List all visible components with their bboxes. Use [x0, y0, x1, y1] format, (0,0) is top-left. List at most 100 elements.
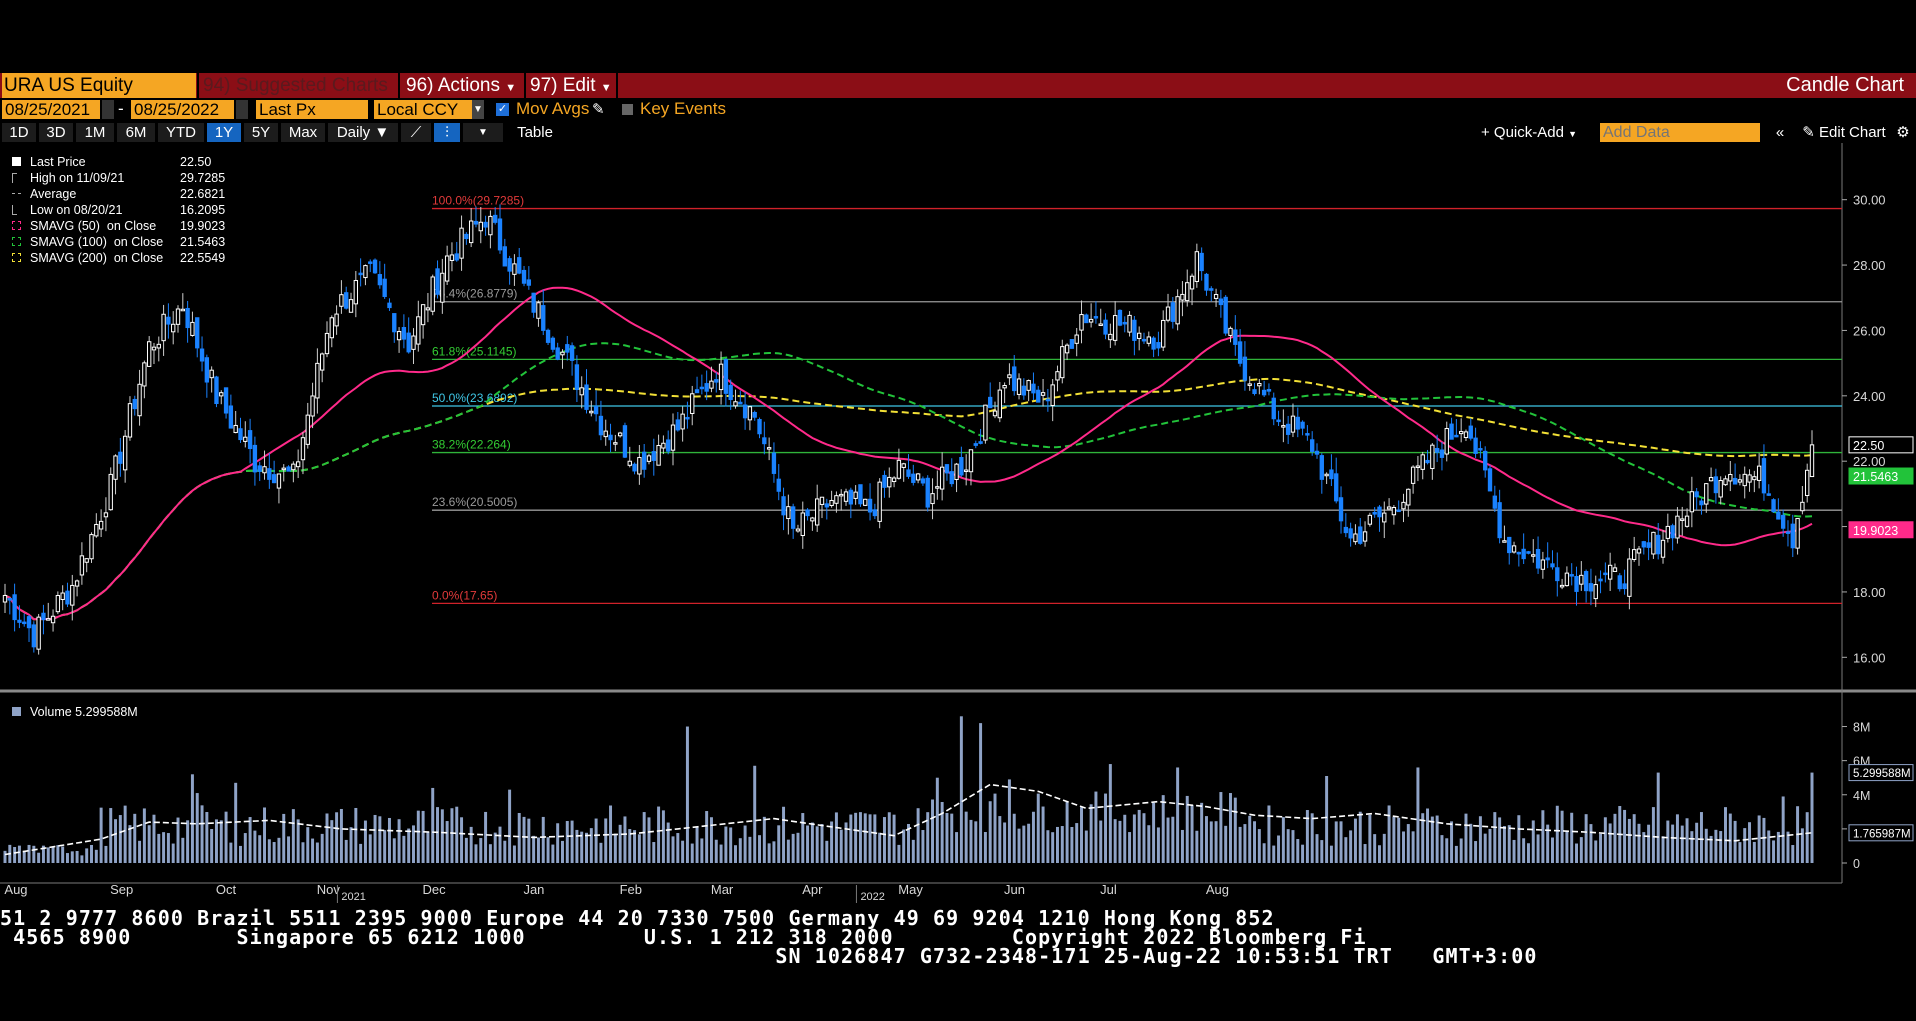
caret-down-icon[interactable]: ▼	[463, 123, 503, 142]
candle-body	[353, 280, 359, 305]
volume-bar	[1748, 822, 1752, 863]
volume-bar	[1695, 822, 1699, 863]
volume-bar	[1349, 830, 1353, 863]
candle-chart-icon[interactable]: ⫶	[434, 123, 460, 142]
candle-body	[55, 595, 61, 613]
candle-body	[1732, 477, 1738, 485]
currency-select[interactable]: Local CCY	[374, 100, 472, 119]
candle-body	[411, 335, 416, 350]
candle-body	[372, 259, 378, 274]
calendar-icon[interactable]	[102, 100, 114, 119]
volume-bar	[1603, 817, 1607, 863]
volume-bar	[1709, 835, 1713, 863]
candle-body	[1391, 506, 1397, 516]
period-button-3d[interactable]: 3D	[39, 123, 73, 142]
calendar-icon[interactable]	[236, 100, 248, 119]
period-button-1y[interactable]: 1Y	[207, 123, 241, 142]
candle-body	[891, 477, 897, 483]
candle-body	[574, 364, 580, 390]
candle-body	[98, 520, 104, 530]
volume-bar	[335, 812, 339, 863]
volume-bar	[291, 809, 295, 863]
candle-body	[925, 477, 930, 508]
period-button-6m[interactable]: 6M	[117, 123, 155, 142]
actions-menu[interactable]: 96) Actions ▼	[406, 73, 516, 98]
mov-avgs-checkbox[interactable]: ✓	[496, 103, 509, 116]
candle-body	[963, 469, 969, 473]
volume-bar	[623, 816, 627, 863]
candle-body	[1084, 314, 1089, 324]
candle-body	[954, 463, 959, 481]
volume-bar	[61, 846, 65, 863]
volume-bar	[1329, 845, 1333, 863]
candle-body	[608, 434, 613, 441]
quick-add-menu[interactable]: + Quick-Add ▼	[1473, 123, 1585, 142]
edit-menu[interactable]: 97) Edit ▼	[530, 73, 612, 98]
candle-body	[315, 362, 320, 399]
line-chart-icon[interactable]: ⟋	[401, 123, 431, 142]
volume-bar	[1296, 839, 1300, 863]
volume-bar	[1555, 805, 1559, 863]
volume-bar	[1099, 820, 1103, 863]
volume-bar	[200, 805, 204, 863]
candle-body	[517, 257, 522, 274]
security-field[interactable]: URA US Equity	[2, 73, 196, 98]
candle-body	[815, 498, 820, 526]
volume-bar	[1599, 833, 1603, 863]
price-field-select[interactable]: Last Px	[256, 100, 368, 119]
volume-bar	[709, 817, 713, 863]
volume-bar	[1411, 831, 1415, 863]
candle-body	[1348, 528, 1353, 539]
volume-bar	[1430, 816, 1434, 863]
period-button-ytd[interactable]: YTD	[158, 123, 204, 142]
candle-body	[747, 406, 753, 421]
volume-bar	[301, 842, 305, 863]
month-label: Mar	[711, 882, 734, 897]
table-button[interactable]: Table	[506, 123, 564, 142]
volume-bar	[724, 826, 728, 863]
pencil-icon[interactable]: ✎	[592, 101, 605, 118]
candle-body	[166, 316, 171, 325]
volume-bar	[676, 833, 680, 863]
chevron-down-icon[interactable]: ▼	[472, 100, 484, 119]
volume-bar	[1027, 823, 1031, 863]
add-data-input[interactable]	[1600, 123, 1760, 142]
period-button-5y[interactable]: 5Y	[244, 123, 278, 142]
gear-icon[interactable]: ⚙	[1893, 123, 1913, 142]
volume-ma-line	[4, 783, 1813, 856]
frequency-select[interactable]: Daily ▼	[328, 123, 398, 142]
volume-bar	[950, 813, 954, 863]
volume-bar	[508, 789, 512, 863]
candle-body	[79, 555, 85, 576]
candle-body	[1564, 572, 1570, 587]
volume-bar	[397, 819, 401, 863]
collapse-icon[interactable]: «	[1770, 123, 1790, 142]
candle-body	[589, 410, 594, 414]
suggested-charts-tab[interactable]: 94) Suggested Charts	[203, 75, 388, 96]
volume-bar	[892, 814, 896, 863]
volume-bar	[1632, 814, 1636, 863]
candle-body	[295, 461, 301, 468]
volume-bar	[585, 832, 588, 863]
volume-bar	[1137, 809, 1141, 863]
key-events-checkbox[interactable]	[622, 104, 633, 115]
price-tick-label: 30.00	[1853, 193, 1886, 208]
candle-body	[526, 279, 532, 286]
month-label: May	[898, 882, 923, 897]
start-date-field[interactable]: 08/25/2021	[2, 100, 100, 119]
period-button-1m[interactable]: 1M	[76, 123, 114, 142]
edit-chart-button[interactable]: ✎ Edit Chart	[1794, 123, 1894, 142]
period-button-1d[interactable]: 1D	[2, 123, 36, 142]
volume-bar	[1699, 812, 1703, 863]
volume-bar	[988, 801, 992, 863]
period-button-max[interactable]: Max	[281, 123, 325, 142]
candle-body	[1358, 526, 1363, 544]
candle-body	[1704, 483, 1709, 505]
volume-bar	[330, 820, 334, 863]
volume-bar	[1190, 804, 1194, 863]
end-date-field[interactable]: 08/25/2022	[131, 100, 234, 119]
volume-bar	[1752, 841, 1756, 863]
candle-body	[430, 276, 435, 312]
candle-body	[699, 386, 705, 390]
chart-canvas[interactable]: 100.0%(29.7285) 76.4%(26.8779) 61.8%(25.11…	[0, 143, 1916, 903]
